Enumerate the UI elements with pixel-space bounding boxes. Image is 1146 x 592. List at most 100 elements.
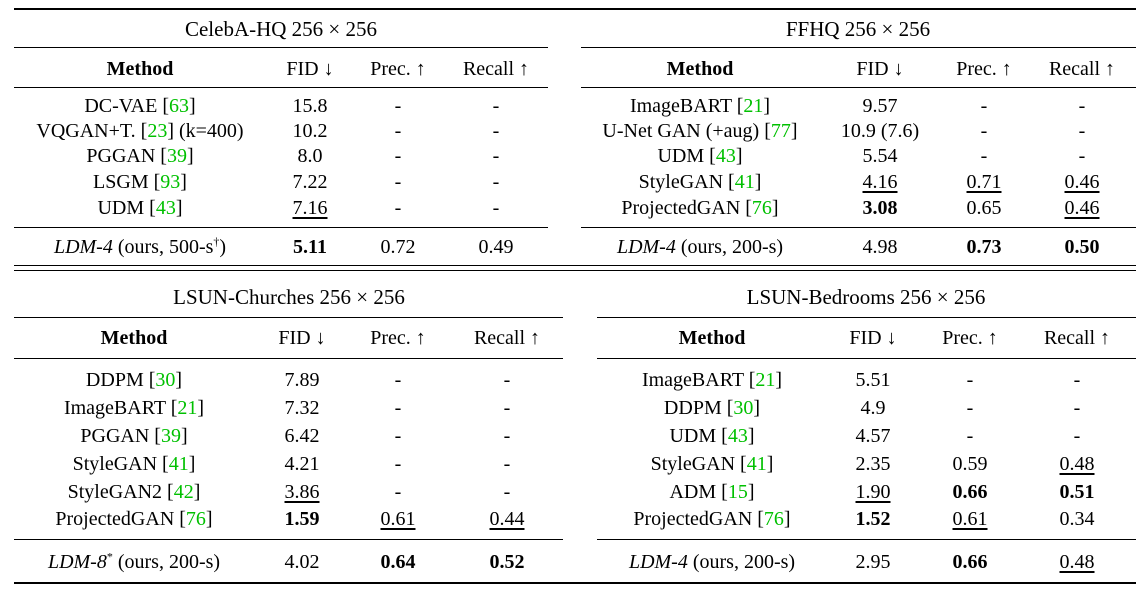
method-cell: UDM [43] (669, 425, 755, 447)
fid-cell: 3.08 (862, 197, 898, 219)
method-cell: ImageBART [21] (641, 369, 783, 391)
recall-cell: - (1078, 120, 1086, 142)
recall-cell: - (492, 145, 500, 167)
rule (14, 317, 563, 318)
method-cell: UDM [43] (97, 197, 183, 219)
citation-link[interactable]: 76 (751, 197, 772, 219)
fid-cell: 7.32 (284, 397, 320, 419)
citation-link[interactable]: 41 (746, 453, 767, 475)
citation-link[interactable]: 93 (160, 171, 181, 193)
prec-cell: - (966, 397, 974, 419)
method-cell: DDPM [30] (663, 397, 761, 419)
recall-cell: - (1073, 369, 1081, 391)
header-prec: Prec. ↑ (942, 327, 998, 349)
prec-cell: - (394, 95, 402, 117)
citation-link[interactable]: 30 (155, 369, 176, 391)
header-method: Method (106, 58, 174, 80)
fid-cell: 4.57 (855, 425, 891, 447)
table-title: FFHQ 256 × 256 (785, 17, 931, 41)
citation-link[interactable]: 39 (160, 425, 181, 447)
fid-cell: 1.52 (855, 508, 891, 530)
recall-cell: - (503, 397, 511, 419)
fid-cell: 8.0 (297, 145, 323, 167)
recall-cell: - (492, 120, 500, 142)
recall-cell: - (492, 171, 500, 193)
prec-cell: - (394, 425, 402, 447)
rule (581, 227, 1136, 228)
fid-cell: 4.02 (284, 551, 320, 573)
recall-cell: - (503, 453, 511, 475)
method-cell: VQGAN+T. [23] (k=400) (36, 120, 244, 142)
citation-link[interactable]: 42 (173, 481, 194, 503)
citation-link[interactable]: 21 (743, 95, 764, 117)
fid-cell: 4.16 (862, 171, 898, 193)
header-fid: FID ↓ (278, 327, 326, 349)
rule (597, 317, 1136, 318)
method-cell: ImageBART [21] (63, 397, 205, 419)
prec-cell: - (980, 145, 988, 167)
citation-link[interactable]: 63 (168, 95, 189, 117)
method-cell: UDM [43] (657, 145, 743, 167)
citation-link[interactable]: 76 (763, 508, 784, 530)
citation-link[interactable]: 41 (168, 453, 189, 475)
double-rule-bottom (14, 270, 1136, 272)
citation-link[interactable]: 77 (770, 120, 791, 142)
prec-cell: 0.65 (966, 197, 1002, 219)
rule (14, 87, 548, 88)
fid-cell: 4.21 (284, 453, 320, 475)
fid-cell: 3.86 (284, 481, 320, 503)
table-title: LSUN-Churches 256 × 256 (173, 285, 405, 309)
citation-link[interactable]: 41 (734, 171, 755, 193)
prec-cell: 0.66 (952, 551, 988, 573)
method-cell: PGGAN [39] (86, 145, 194, 167)
citation-link[interactable]: 23 (147, 120, 168, 142)
prec-cell: - (394, 481, 402, 503)
recall-cell: 0.48 (1059, 551, 1095, 573)
citation-link[interactable]: 39 (166, 145, 187, 167)
recall-cell: - (1078, 95, 1086, 117)
prec-cell: 0.66 (952, 481, 988, 503)
rule (597, 358, 1136, 359)
recall-cell: 0.34 (1059, 508, 1095, 530)
header-recall: Recall ↑ (462, 58, 530, 80)
recall-cell: - (1073, 397, 1081, 419)
fid-cell: 15.8 (292, 95, 328, 117)
prec-cell: - (394, 120, 402, 142)
rule (14, 539, 563, 540)
rule (581, 47, 1136, 48)
prec-cell: - (394, 197, 402, 219)
fid-cell: 7.89 (284, 369, 320, 391)
prec-cell: - (966, 369, 974, 391)
method-cell: LDM-4 (ours, 500-s†) (53, 234, 227, 258)
header-method: Method (666, 58, 734, 80)
recall-cell: 0.50 (1064, 236, 1100, 258)
recall-cell: - (492, 95, 500, 117)
citation-link[interactable]: 76 (185, 508, 206, 530)
prec-cell: - (394, 145, 402, 167)
recall-cell: - (503, 425, 511, 447)
prec-cell: 0.71 (966, 171, 1002, 193)
prec-cell: - (394, 397, 402, 419)
recall-cell: - (503, 481, 511, 503)
citation-link[interactable]: 43 (715, 145, 736, 167)
method-cell: DC-VAE [63] (84, 95, 196, 117)
citation-link[interactable]: 43 (727, 425, 748, 447)
fid-cell: 2.35 (855, 453, 891, 475)
method-cell: LDM-8* (ours, 200-s) (47, 549, 221, 573)
method-cell: U-Net GAN (+aug) [77] (602, 120, 798, 142)
recall-cell: 0.46 (1064, 197, 1100, 219)
header-recall: Recall ↑ (473, 327, 541, 349)
header-method: Method (100, 327, 168, 349)
fid-cell: 2.95 (855, 551, 891, 573)
citation-link[interactable]: 30 (733, 397, 754, 419)
citation-link[interactable]: 43 (155, 197, 176, 219)
header-fid: FID ↓ (849, 327, 897, 349)
rule (597, 539, 1136, 540)
citation-link[interactable]: 21 (177, 397, 198, 419)
fid-cell: 1.90 (855, 481, 891, 503)
fid-cell: 4.98 (862, 236, 898, 258)
citation-link[interactable]: 15 (727, 481, 748, 503)
method-cell: StyleGAN [41] (650, 453, 774, 475)
prec-cell: 0.73 (966, 236, 1002, 258)
citation-link[interactable]: 21 (755, 369, 776, 391)
